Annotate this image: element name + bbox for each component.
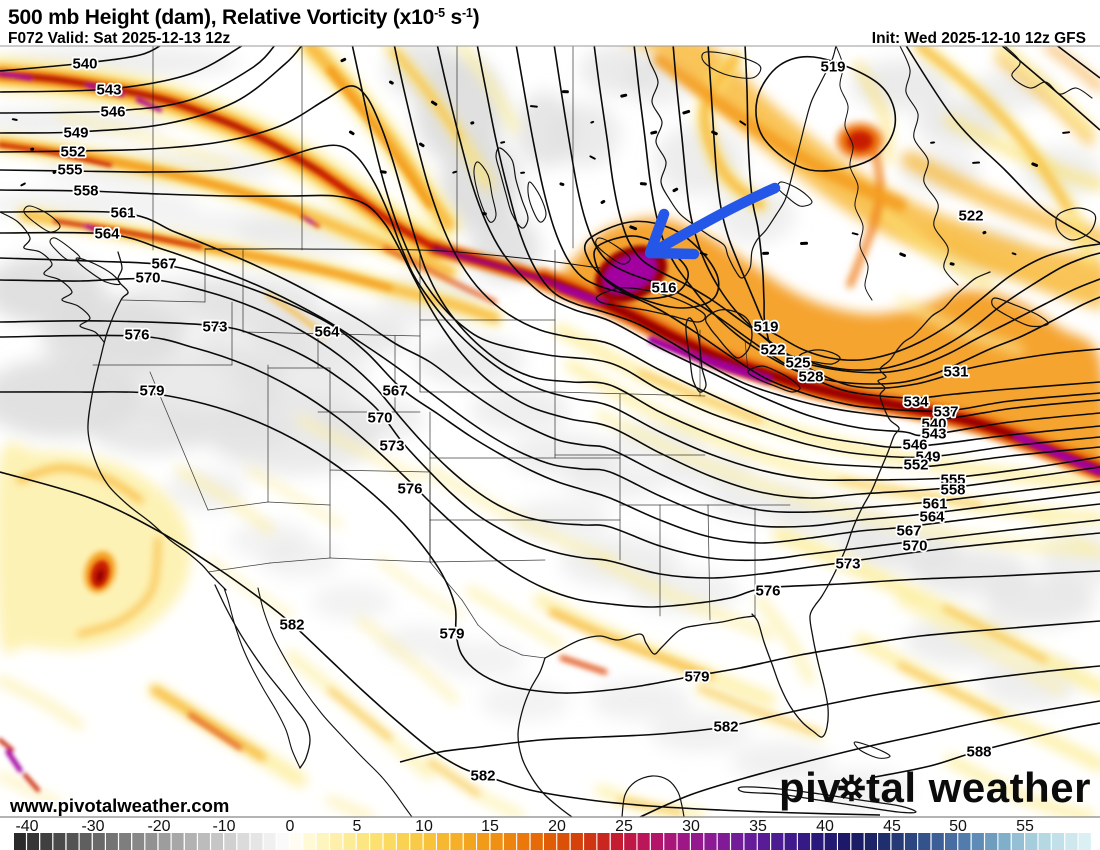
svg-text:Init: Wed 2025-12-10 12z GFS: Init: Wed 2025-12-10 12z GFS — [872, 30, 1086, 47]
svg-text:558: 558 — [73, 182, 98, 199]
svg-text:540: 540 — [921, 415, 946, 432]
svg-text:537: 537 — [933, 403, 958, 420]
svg-text:567: 567 — [896, 522, 921, 539]
svg-text:573: 573 — [835, 555, 860, 572]
svg-text:570: 570 — [902, 537, 927, 554]
svg-text:570: 570 — [367, 409, 392, 426]
svg-text:579: 579 — [684, 668, 709, 685]
svg-text:588: 588 — [966, 743, 991, 760]
svg-text:www.pivotalweather.com: www.pivotalweather.com — [9, 795, 229, 816]
svg-text:549: 549 — [63, 124, 88, 141]
svg-text:543: 543 — [96, 81, 121, 98]
svg-text:555: 555 — [940, 471, 965, 488]
svg-text:20: 20 — [548, 818, 566, 835]
svg-text:15: 15 — [481, 818, 499, 835]
svg-text:F072 Valid: Sat 2025-12-13 12z: F072 Valid: Sat 2025-12-13 12z — [8, 30, 231, 47]
svg-text:540: 540 — [72, 55, 97, 72]
svg-text:579: 579 — [139, 382, 164, 399]
svg-text:10: 10 — [415, 818, 433, 835]
svg-text:-20: -20 — [147, 818, 170, 835]
svg-text:561: 561 — [110, 204, 135, 221]
svg-text:25: 25 — [615, 818, 633, 835]
svg-text:45: 45 — [883, 818, 901, 835]
svg-text:519: 519 — [753, 318, 778, 335]
svg-text:40: 40 — [816, 818, 834, 835]
svg-text:-30: -30 — [81, 818, 104, 835]
svg-text:522: 522 — [958, 207, 983, 224]
svg-text:546: 546 — [100, 103, 125, 120]
svg-text:30: 30 — [682, 818, 700, 835]
svg-text:561: 561 — [922, 495, 947, 512]
svg-text:522: 522 — [760, 341, 785, 358]
svg-text:564: 564 — [314, 323, 340, 340]
svg-text:50: 50 — [949, 818, 967, 835]
svg-text:-40: -40 — [15, 818, 38, 835]
svg-text:567: 567 — [382, 382, 407, 399]
svg-text:579: 579 — [439, 625, 464, 642]
svg-text:576: 576 — [124, 326, 149, 343]
svg-text:576: 576 — [397, 480, 422, 497]
svg-text:570: 570 — [135, 269, 160, 286]
svg-text:582: 582 — [279, 616, 304, 633]
svg-text:528: 528 — [798, 368, 823, 385]
svg-text:-10: -10 — [212, 818, 235, 835]
svg-text:564: 564 — [919, 508, 945, 525]
svg-text:35: 35 — [749, 818, 767, 835]
svg-text:piv: piv — [779, 764, 841, 811]
svg-text:534: 534 — [903, 393, 929, 410]
svg-text:516: 516 — [651, 279, 676, 296]
svg-text:552: 552 — [60, 143, 85, 160]
svg-text:543: 543 — [921, 425, 946, 442]
svg-text:55: 55 — [1016, 818, 1034, 835]
svg-text:576: 576 — [755, 582, 780, 599]
svg-text:573: 573 — [379, 437, 404, 454]
svg-text:tal weather: tal weather — [866, 764, 1091, 811]
svg-text:573: 573 — [202, 318, 227, 335]
svg-text:0: 0 — [286, 818, 295, 835]
svg-text:531: 531 — [943, 363, 968, 380]
svg-text:582: 582 — [713, 718, 738, 735]
svg-text:546: 546 — [902, 436, 927, 453]
svg-text:582: 582 — [470, 767, 495, 784]
svg-text:567: 567 — [151, 255, 176, 272]
svg-text:5: 5 — [353, 818, 362, 835]
svg-text:555: 555 — [57, 161, 82, 178]
svg-text:564: 564 — [94, 225, 120, 242]
svg-text:525: 525 — [785, 354, 810, 371]
svg-text:549: 549 — [915, 448, 940, 465]
svg-text:500 mb Height (dam), Relative: 500 mb Height (dam), Relative Vorticity … — [8, 6, 479, 29]
svg-text:552: 552 — [903, 456, 928, 473]
svg-text:558: 558 — [940, 481, 965, 498]
svg-text:519: 519 — [820, 58, 845, 75]
